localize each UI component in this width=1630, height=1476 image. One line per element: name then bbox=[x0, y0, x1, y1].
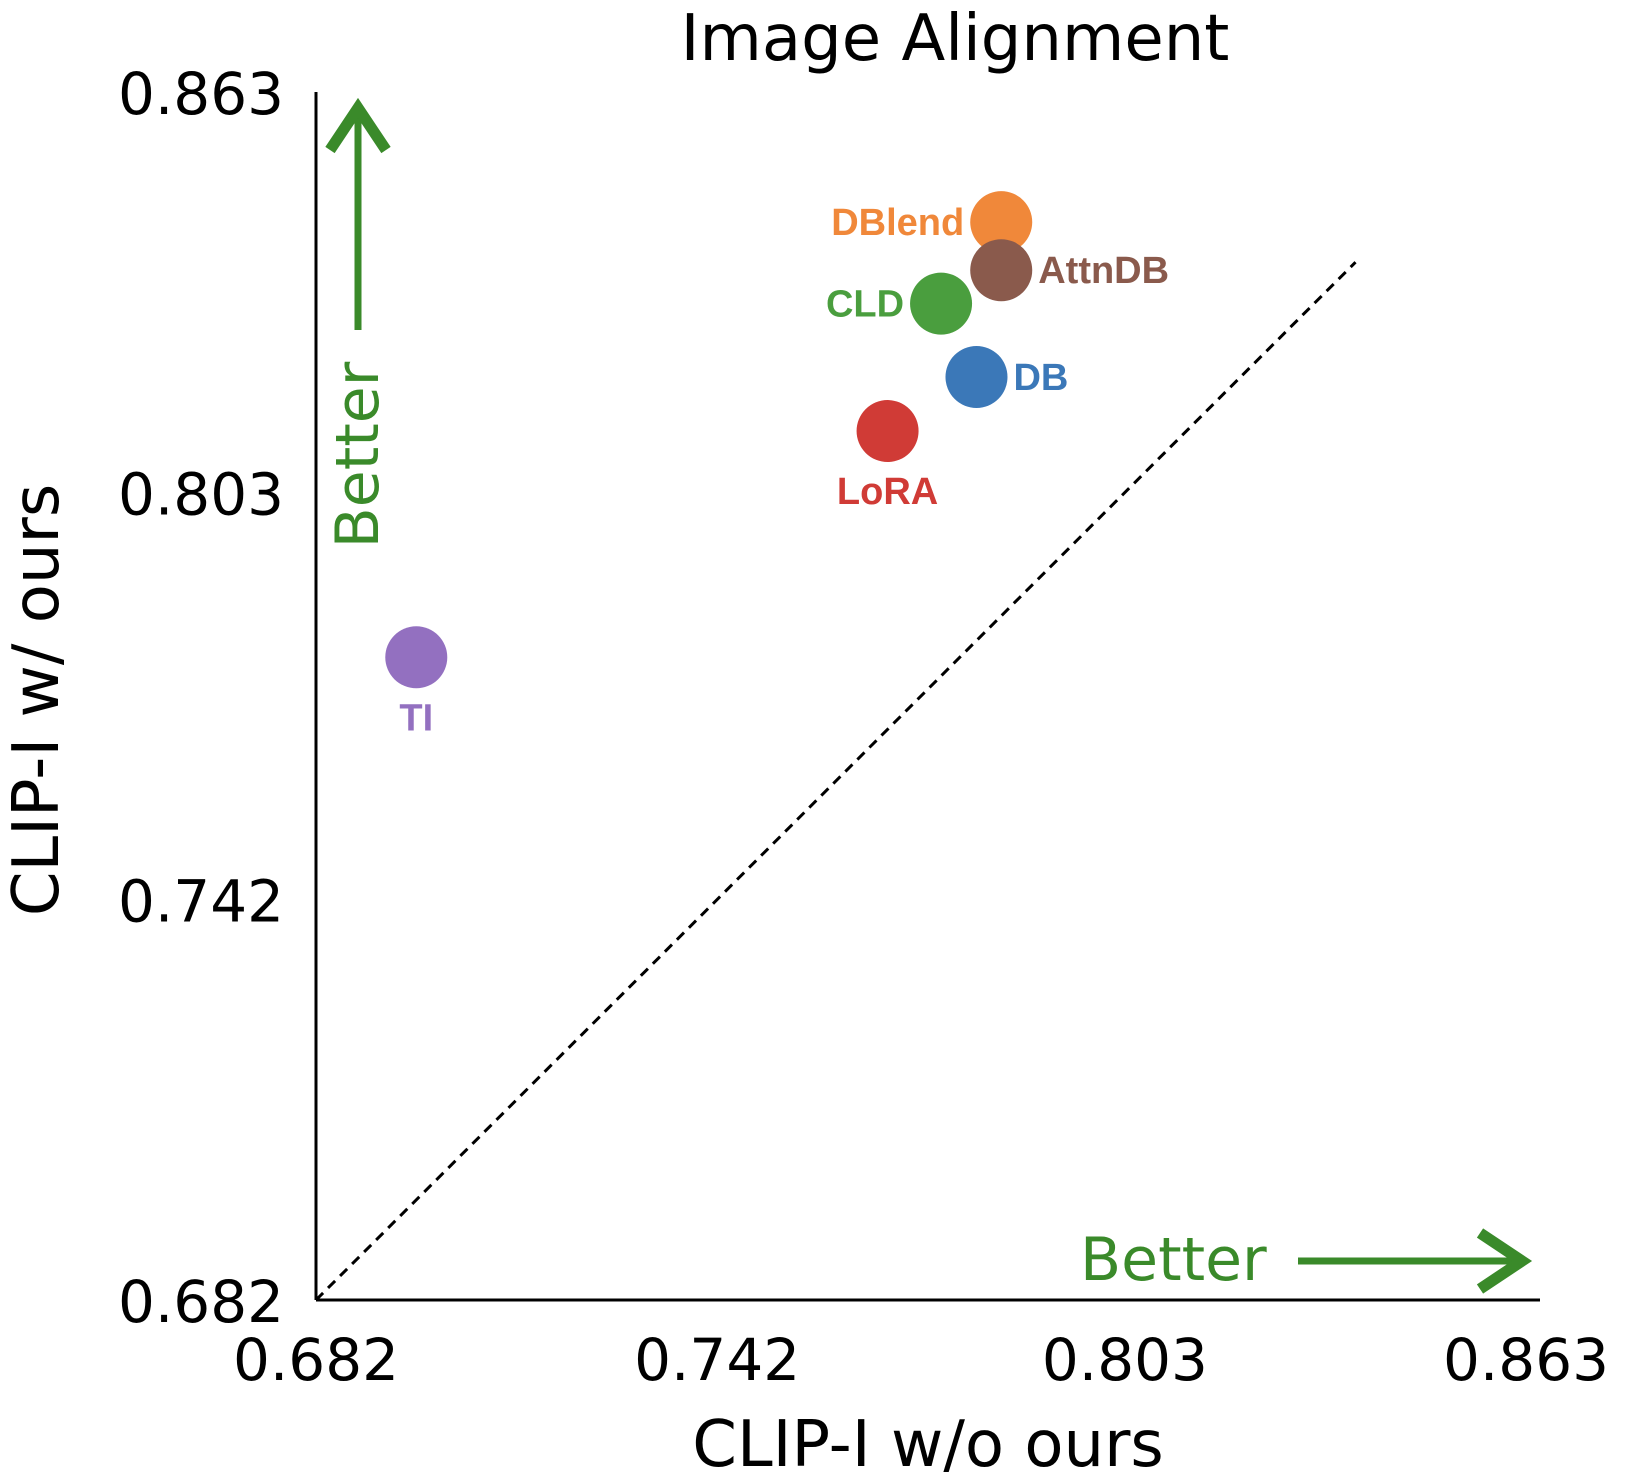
point-label-db: DB bbox=[1013, 357, 1068, 399]
point-lora bbox=[856, 400, 919, 463]
point-label-dblend: DBlend bbox=[831, 202, 964, 244]
point-label-ti: TI bbox=[399, 697, 433, 739]
point-label-attndb: AttnDB bbox=[1038, 250, 1169, 292]
y-better-label: Better bbox=[323, 361, 393, 548]
y-tick-label: 0.863 bbox=[118, 60, 284, 128]
data-points: DBlend AttnDB CLD DB LoRA TI bbox=[385, 191, 1169, 739]
x-tick-label: 0.742 bbox=[634, 1326, 800, 1394]
chart-title: Image Alignment bbox=[681, 2, 1230, 76]
point-cld bbox=[910, 272, 973, 335]
x-tick-labels: 0.682 0.742 0.803 0.863 bbox=[233, 1326, 1609, 1394]
x-tick-label: 0.682 bbox=[233, 1326, 399, 1394]
y-tick-label: 0.682 bbox=[118, 1268, 284, 1336]
y-axis-label: CLIP-I w/ ours bbox=[0, 484, 74, 916]
point-dblend bbox=[970, 191, 1033, 254]
y-tick-label: 0.742 bbox=[118, 868, 284, 936]
y-tick-label: 0.803 bbox=[118, 460, 284, 528]
y-tick-labels: 0.682 0.742 0.803 0.863 bbox=[118, 60, 284, 1336]
point-label-cld: CLD bbox=[826, 284, 904, 326]
x-tick-label: 0.863 bbox=[1443, 1326, 1609, 1394]
point-db bbox=[945, 345, 1008, 408]
x-tick-label: 0.803 bbox=[1042, 1326, 1208, 1394]
x-better-label: Better bbox=[1080, 1225, 1267, 1295]
point-ti bbox=[385, 626, 448, 689]
x-axis-label: CLIP-I w/o ours bbox=[692, 1408, 1164, 1476]
point-label-lora: LoRA bbox=[837, 471, 938, 513]
reference-diagonal-line bbox=[314, 261, 1357, 1302]
point-attndb bbox=[970, 239, 1033, 302]
